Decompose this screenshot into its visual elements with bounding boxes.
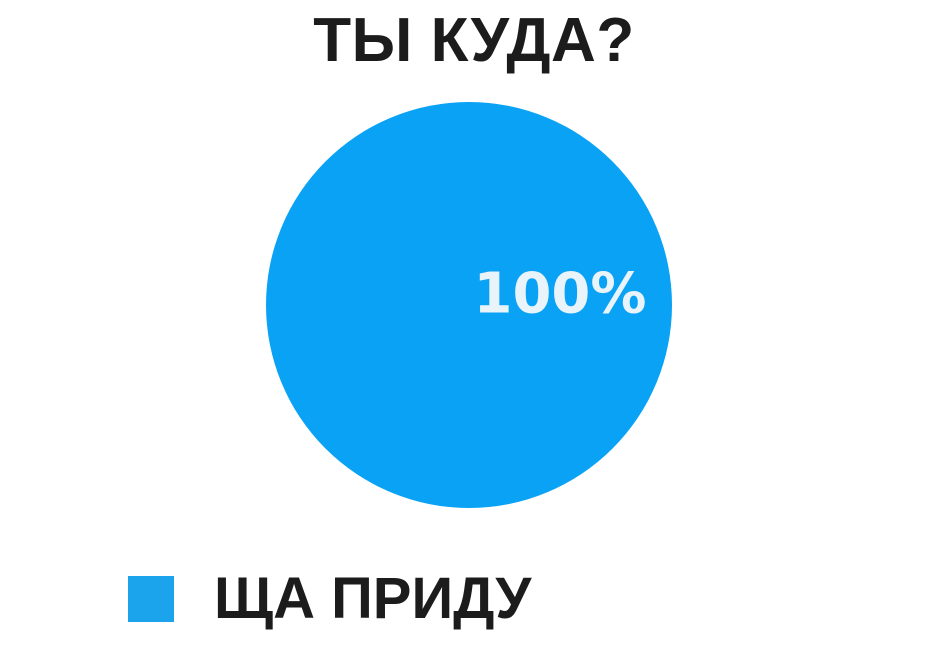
legend: ЩА ПРИДУ: [128, 570, 531, 628]
legend-swatch: [128, 576, 174, 622]
pie-slice-value-label: 100%: [473, 261, 647, 327]
legend-label: ЩА ПРИДУ: [214, 566, 532, 631]
chart-title: ТЫ КУДА?: [313, 6, 635, 75]
pie-chart: 100%: [266, 102, 672, 508]
